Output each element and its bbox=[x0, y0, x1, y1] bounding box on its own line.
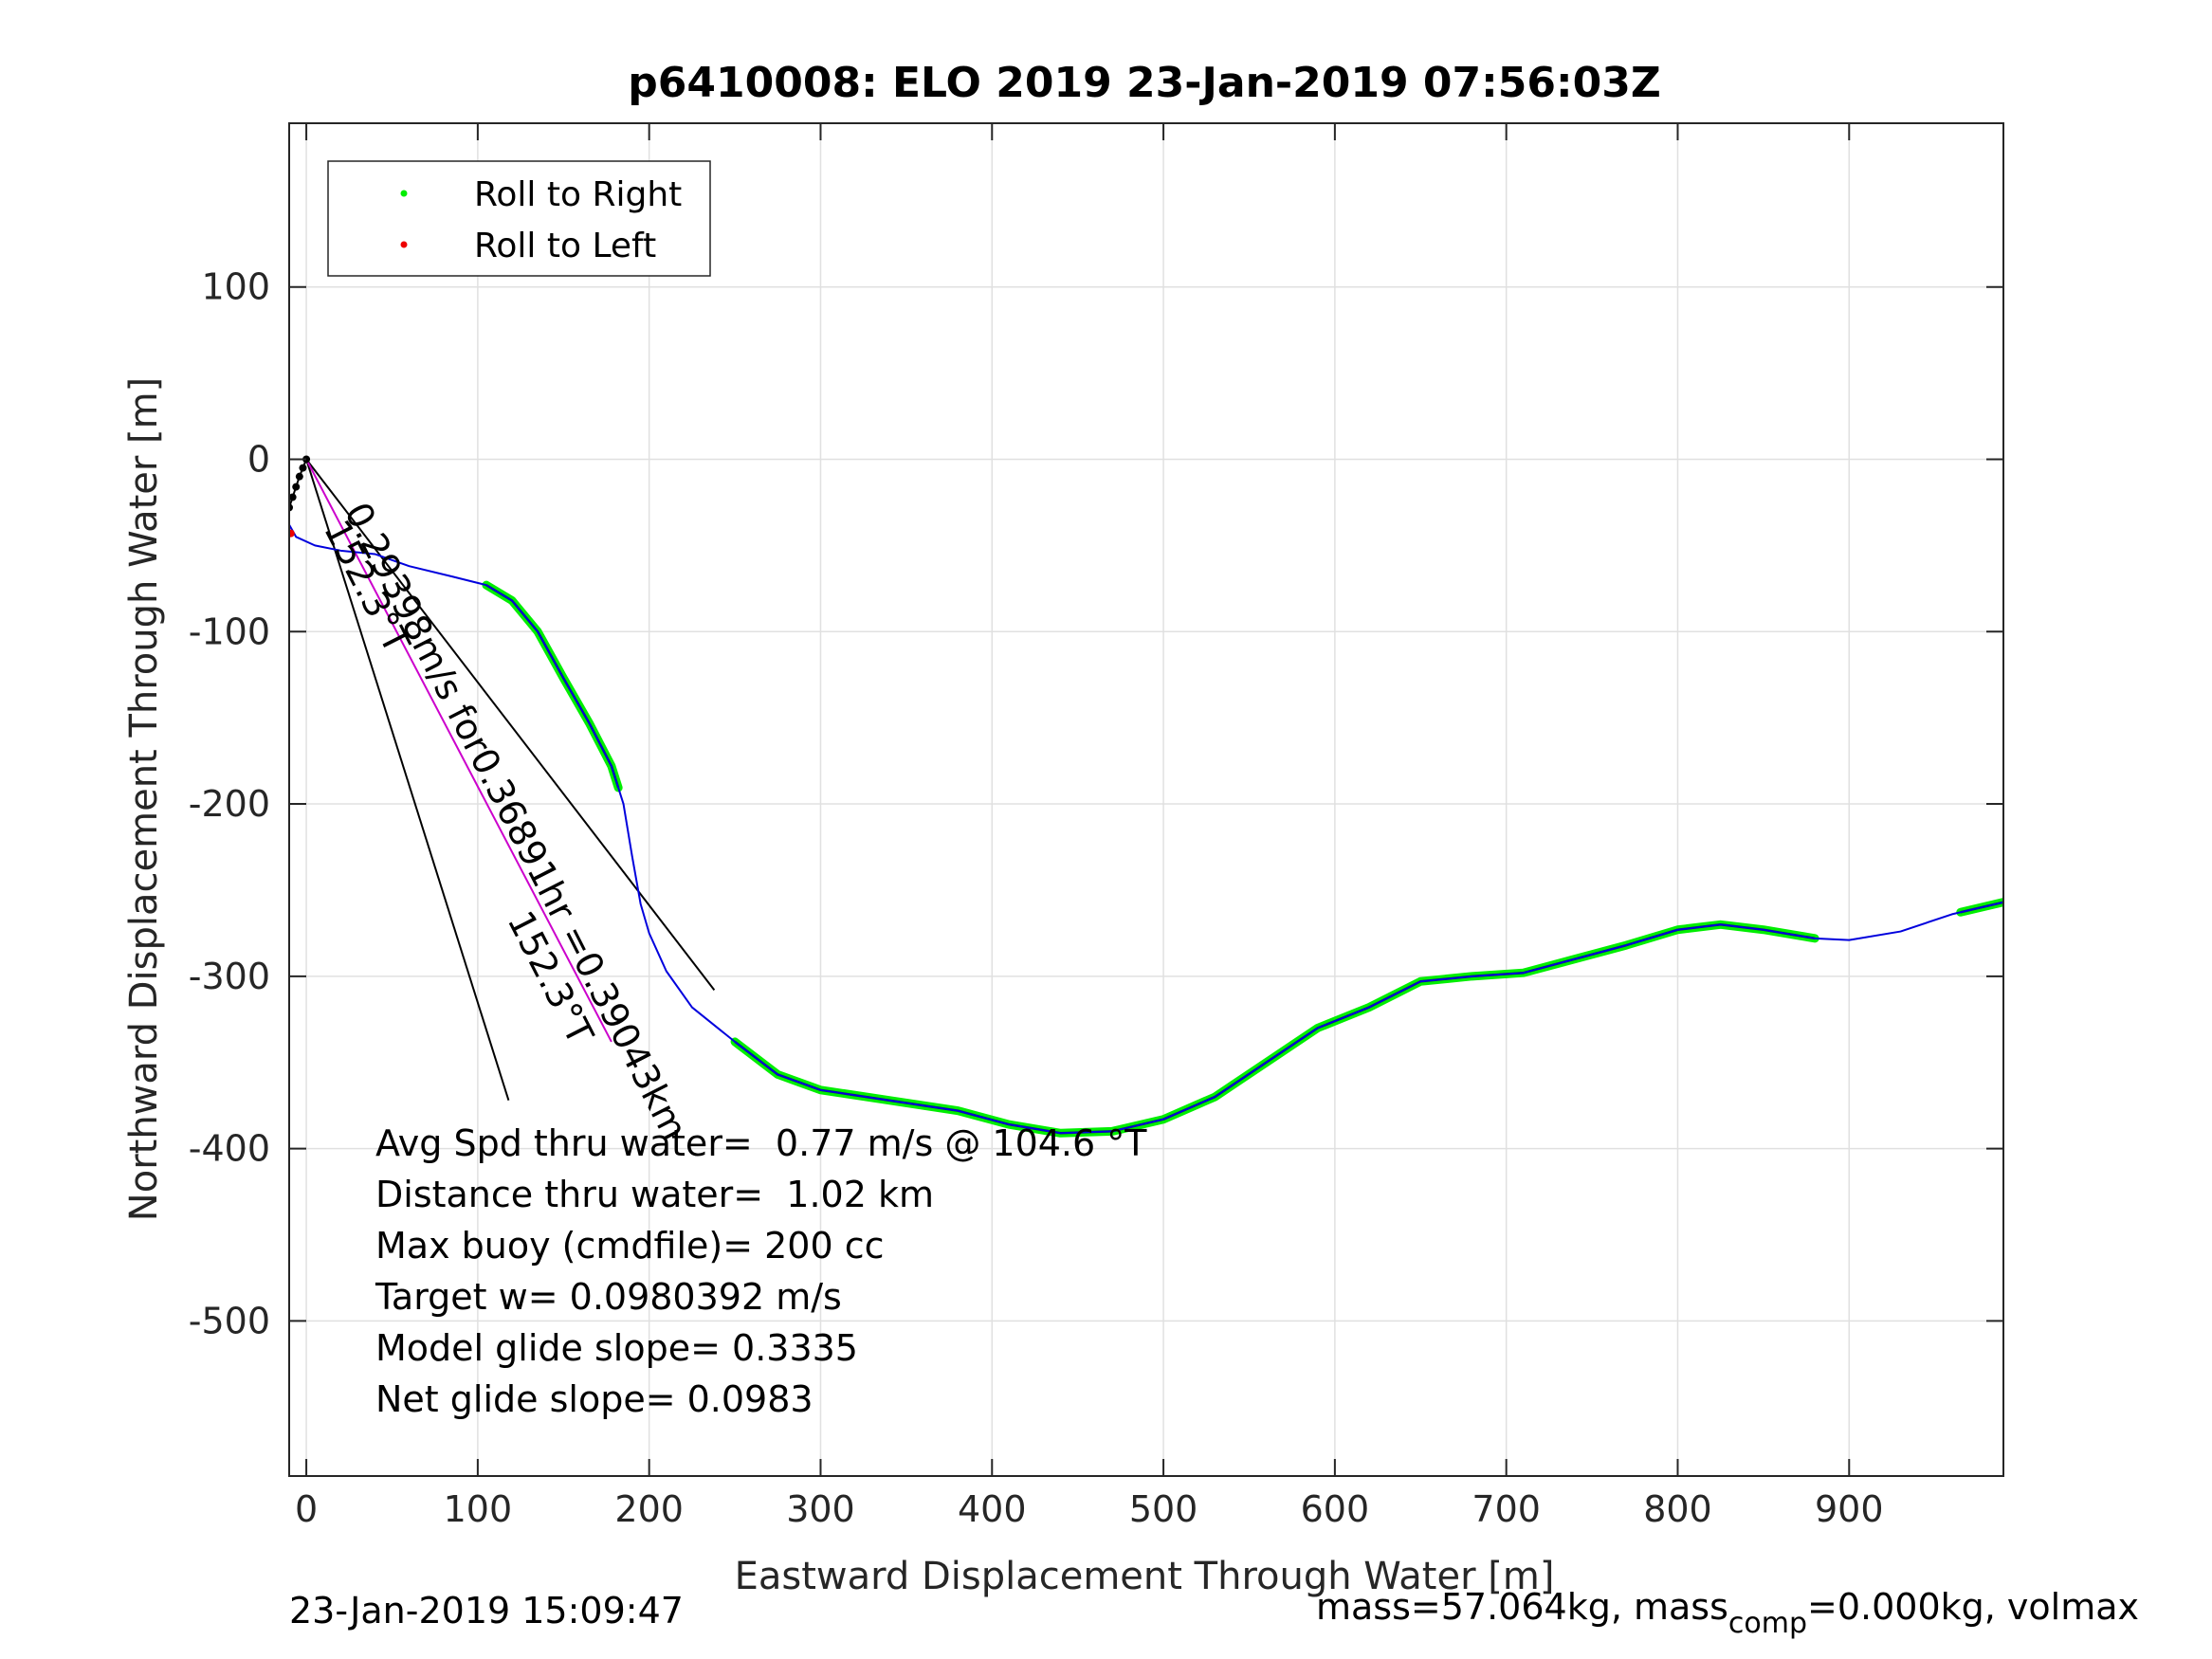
x-tick-label: 100 bbox=[444, 1488, 513, 1530]
legend-label-roll-right: Roll to Right bbox=[474, 175, 682, 214]
dive-point bbox=[289, 493, 297, 501]
legend-marker-roll-left bbox=[400, 241, 408, 248]
legend-box bbox=[327, 160, 711, 277]
y-tick-label: 0 bbox=[247, 438, 270, 480]
data-layer bbox=[289, 455, 2003, 1138]
stat-model-glide: Model glide slope= 0.3335 bbox=[375, 1327, 858, 1369]
footer-timestamp: 23-Jan-2019 15:09:47 bbox=[289, 1590, 684, 1632]
plot-frame bbox=[288, 122, 2004, 1477]
footer-mass-part1: mass=57.064kg, mass bbox=[1316, 1586, 1728, 1628]
dive-point bbox=[299, 464, 307, 472]
x-tick-label: 700 bbox=[1472, 1488, 1541, 1530]
track-line bbox=[289, 524, 2003, 1135]
legend-marker-roll-right bbox=[400, 190, 408, 197]
heading-ray bbox=[305, 459, 510, 1102]
y-tick-label: -200 bbox=[189, 783, 270, 825]
chart-title: p6410008: ELO 2019 23-Jan-2019 07:56:03Z bbox=[628, 59, 1660, 107]
dive-point bbox=[302, 455, 311, 464]
stat-net-glide: Net glide slope= 0.0983 bbox=[375, 1378, 814, 1420]
footer-mass-sub: comp bbox=[1728, 1607, 1807, 1640]
grid-lines bbox=[289, 123, 2003, 1476]
roll-left-point bbox=[289, 529, 295, 538]
y-tick-label: -500 bbox=[189, 1300, 270, 1341]
stats-block: Avg Spd thru water= 0.77 m/s @ 104.6 °T … bbox=[375, 1122, 1147, 1420]
stat-avg-speed: Avg Spd thru water= 0.77 m/s @ 104.6 °T bbox=[375, 1122, 1147, 1164]
legend-label-roll-left: Roll to Left bbox=[474, 227, 656, 265]
plot-background bbox=[289, 123, 2003, 1476]
plot-area: 0 100 200 300 400 500 600 700 800 9001000-100-200… bbox=[189, 122, 2004, 1530]
x-tick-label: 200 bbox=[614, 1488, 684, 1530]
x-tick-label: 0 bbox=[295, 1488, 318, 1530]
stat-target-w: Target w= 0.0980392 m/s bbox=[375, 1276, 842, 1318]
x-tick-label: 400 bbox=[958, 1488, 1027, 1530]
x-axis-label: Eastward Displacement Through Water [m] bbox=[735, 1555, 1555, 1598]
x-tick-label: 500 bbox=[1129, 1488, 1198, 1530]
y-axis-label: Northward Displacement Through Water [m] bbox=[122, 377, 166, 1221]
x-tick-label: 800 bbox=[1643, 1488, 1712, 1530]
legend: Roll to Right Roll to Left bbox=[327, 160, 711, 277]
dive-point bbox=[295, 472, 303, 481]
y-tick-label: -400 bbox=[189, 1128, 270, 1170]
heading-ray bbox=[305, 458, 716, 991]
heading-ray bbox=[305, 459, 612, 1043]
dive-point bbox=[292, 483, 301, 491]
y-tick-label: 100 bbox=[201, 266, 270, 308]
footer-mass-part2: =0.000kg, volmax bbox=[1807, 1586, 2139, 1628]
footer-mass: mass=57.064kg, masscomp=0.000kg, volmax bbox=[1316, 1586, 2139, 1640]
x-tick-label: 600 bbox=[1301, 1488, 1370, 1530]
stat-distance: Distance thru water= 1.02 km bbox=[375, 1174, 934, 1215]
stat-max-buoy: Max buoy (cmdfile)= 200 cc bbox=[375, 1225, 885, 1267]
y-tick-label: -300 bbox=[189, 956, 270, 997]
y-tick-label: -100 bbox=[189, 611, 270, 652]
x-tick-label: 300 bbox=[786, 1488, 855, 1530]
x-tick-label: 900 bbox=[1815, 1488, 1884, 1530]
